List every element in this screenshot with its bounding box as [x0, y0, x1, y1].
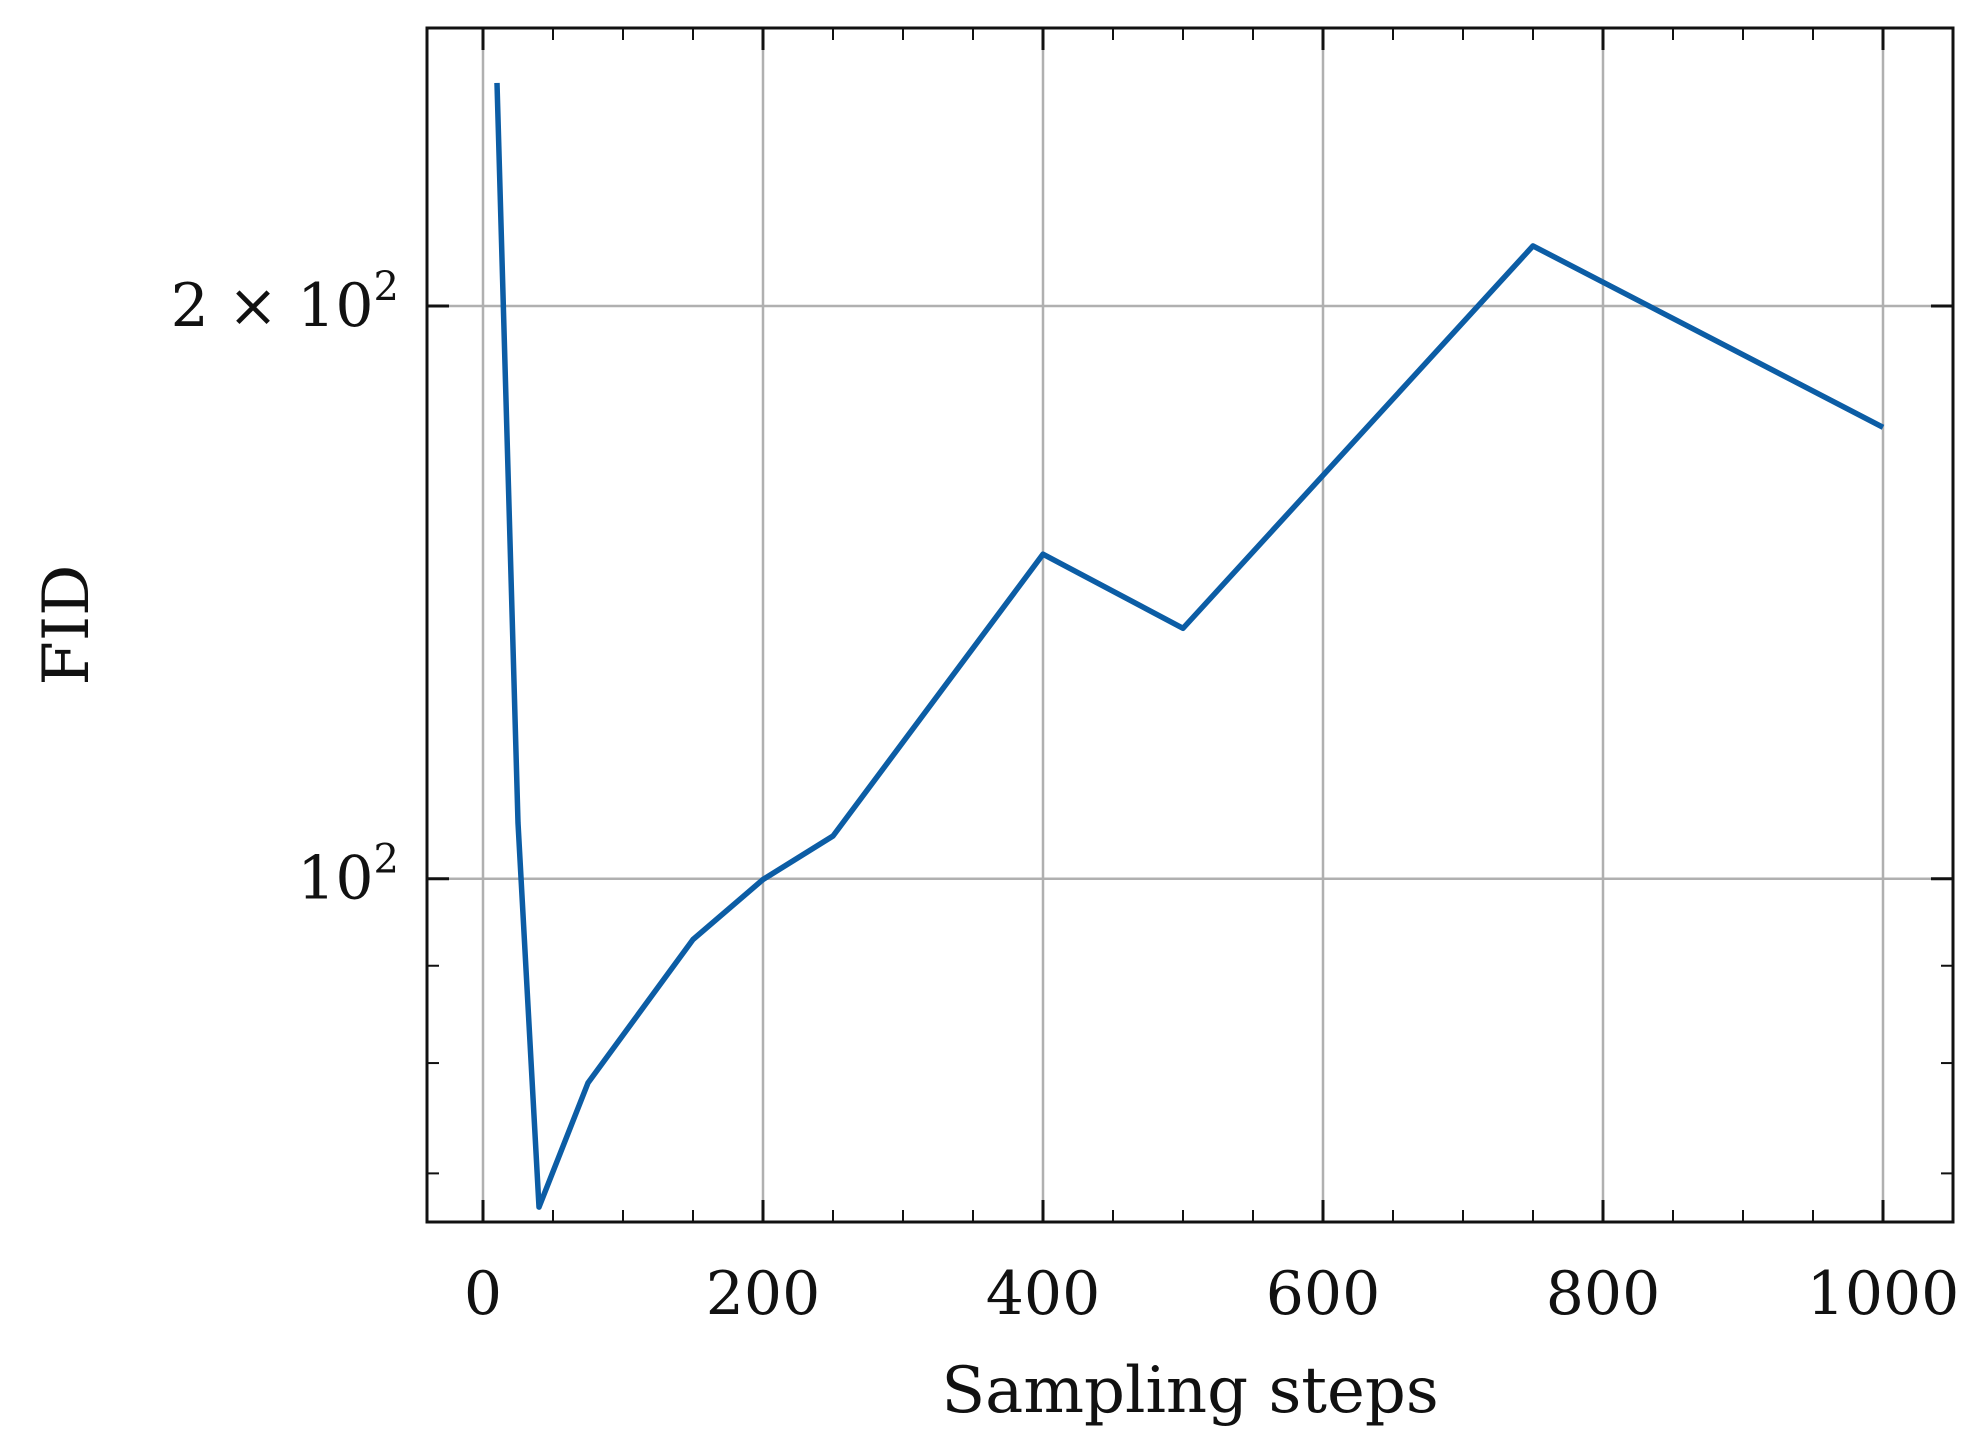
- x-tick-label: 1000: [1807, 1259, 1960, 1329]
- tick-labels: 0 200 400 600 800 1000 102 2 × 102: [171, 264, 1960, 1329]
- tick-marks: [427, 28, 1953, 1222]
- x-tick-label: 600: [1266, 1259, 1381, 1329]
- x-tick-label: 200: [706, 1259, 821, 1329]
- y-tick-label: 102: [297, 837, 399, 914]
- grid-lines: [427, 28, 1953, 1222]
- y-axis-label: FID: [30, 565, 104, 686]
- x-axis-label: Sampling steps: [941, 1354, 1438, 1428]
- x-tick-label: 400: [986, 1259, 1101, 1329]
- x-tick-label: 0: [464, 1259, 502, 1329]
- x-tick-label: 800: [1546, 1259, 1661, 1329]
- series-layer: [494, 82, 1885, 1210]
- y-tick-label: 2 × 102: [171, 264, 399, 341]
- fid-series-line: [494, 82, 1885, 1210]
- plot-frame: [425, 26, 1955, 1224]
